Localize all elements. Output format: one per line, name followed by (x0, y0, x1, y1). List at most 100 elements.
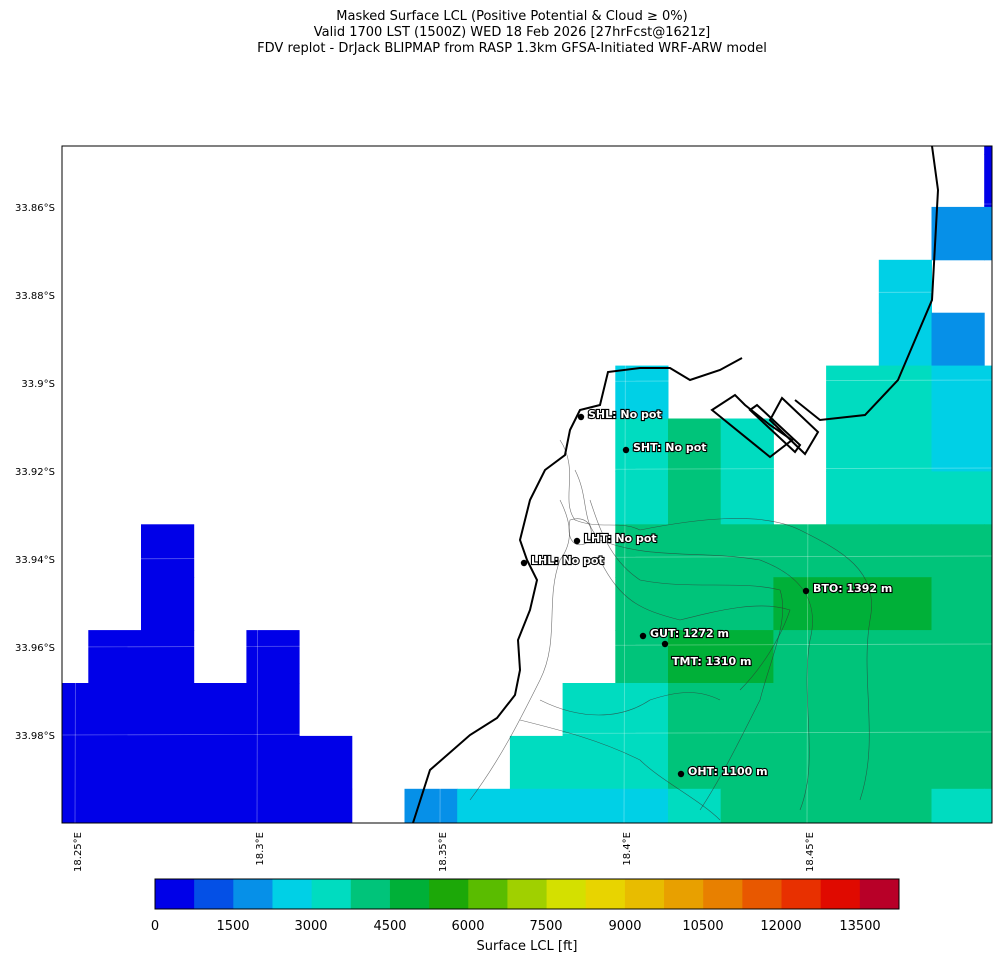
lcl-cell (720, 524, 774, 578)
lcl-cell (668, 735, 722, 790)
lcl-cell (826, 683, 880, 737)
lcl-cell (931, 365, 985, 419)
x-tick-label: 18.25°E (73, 832, 84, 872)
lcl-cell (141, 577, 195, 631)
lcl-cell (773, 683, 827, 737)
lcl-cell (984, 683, 992, 737)
colorbar-tick-label: 6000 (451, 919, 484, 934)
lcl-cell (562, 735, 616, 790)
lcl-cell (562, 683, 616, 737)
lcl-cell (984, 418, 992, 472)
lcl-cell (562, 788, 616, 823)
lcl-cell (826, 630, 880, 684)
lcl-cell (141, 683, 195, 737)
colorbar-swatch (350, 879, 391, 909)
lcl-cell (615, 418, 669, 472)
lcl-cell (668, 471, 722, 525)
lcl-cell (878, 259, 932, 314)
lcl-cell (878, 735, 932, 790)
lcl-cell (931, 630, 985, 684)
lcl-cell (668, 418, 722, 472)
lcl-cell (826, 524, 880, 578)
y-tick-label: 33.98°S (15, 731, 55, 742)
y-tick-label: 33.88°S (15, 291, 55, 302)
lcl-cell (62, 788, 89, 823)
lcl-cell (141, 524, 195, 578)
lcl-cell (509, 788, 564, 823)
lcl-cell (984, 788, 992, 823)
stations: SHL: No pot SHT: No pot LHT: No pot LHL:… (520, 407, 893, 779)
station-label-oht: OHT: 1100 m (688, 765, 768, 778)
lcl-cell (984, 146, 992, 155)
x-axis: 18.25°E 18.3°E 18.35°E 18.4°E 18.45°E (73, 832, 816, 872)
lcl-cell (931, 471, 985, 525)
lcl-cell (931, 683, 985, 737)
colorbar-swatch (233, 879, 273, 909)
lcl-cell (88, 788, 142, 823)
lcl-cell (826, 471, 880, 525)
x-tick-label: 18.4°E (622, 832, 633, 866)
lcl-cell (878, 418, 932, 472)
colorbar-swatch (781, 879, 822, 909)
station-label-shl: SHL: No pot (588, 408, 662, 421)
y-tick-label: 33.96°S (15, 643, 55, 654)
lcl-cell (615, 365, 669, 419)
lcl-cell (720, 735, 774, 790)
station-label-gut: GUT: 1272 m (650, 627, 729, 640)
lcl-cell (720, 788, 774, 823)
lcl-cell (773, 788, 827, 823)
title-line-1: Masked Surface LCL (Positive Potential &… (336, 9, 688, 24)
lcl-cell (720, 577, 774, 631)
colorbar-ticks: 0 1500 3000 4500 6000 7500 9000 10500 12… (151, 919, 881, 954)
lcl-cell (984, 206, 992, 261)
lcl-cell (62, 735, 89, 790)
lcl-cell (720, 683, 774, 737)
lcl-cell (984, 630, 992, 684)
title-line-3: FDV replot - DrJack BLIPMAP from RASP 1.… (257, 41, 767, 56)
lcl-cell (141, 630, 195, 684)
lcl-cell (984, 577, 992, 631)
lcl-cell (299, 788, 353, 823)
lcl-cell (984, 735, 992, 790)
lcl-cell (826, 788, 880, 823)
station-label-sht: SHT: No pot (633, 441, 707, 454)
lcl-cell (931, 418, 985, 472)
terrain-contours (469, 439, 872, 821)
lcl-cell (615, 471, 669, 525)
lcl-cell (668, 630, 722, 684)
colorbar-tick-label: 0 (151, 919, 159, 934)
coastline (412, 145, 940, 824)
lcl-cell (404, 788, 458, 823)
lcl-cell (246, 683, 300, 737)
station-label-tmt: TMT: 1310 m (672, 655, 752, 668)
lcl-cell (668, 524, 722, 578)
lcl-cell (878, 630, 932, 684)
y-tick-label: 33.94°S (15, 555, 55, 566)
station-marker (573, 537, 581, 545)
lcl-cell (878, 577, 932, 631)
colorbar-swatch (820, 879, 861, 909)
plot-frame (61, 145, 993, 824)
x-tick-label: 18.35°E (438, 832, 449, 872)
lcl-cell (668, 788, 722, 823)
lcl-cell (878, 788, 932, 823)
lcl-cell (826, 735, 880, 790)
lcl-cell (615, 788, 669, 823)
colorbar-swatch (859, 879, 900, 909)
x-tick-label: 18.45°E (805, 832, 816, 872)
lcl-cell (931, 206, 985, 261)
x-tick-label: 18.3°E (255, 832, 266, 866)
y-tick-label: 33.86°S (15, 203, 55, 214)
colorbar-swatch (624, 879, 665, 909)
lcl-cell (720, 418, 774, 472)
lcl-cell (141, 735, 195, 790)
colorbar-tick-label: 9000 (608, 919, 641, 934)
lcl-cell (826, 418, 880, 472)
colorbar-tick-label: 4500 (373, 919, 406, 934)
colorbar-swatch (585, 879, 626, 909)
plot-title: Masked Surface LCL (Positive Potential &… (0, 9, 1001, 57)
station-label-bto: BTO: 1392 m (813, 582, 892, 595)
colorbar-swatch (703, 879, 743, 909)
lcl-cell (668, 577, 722, 631)
